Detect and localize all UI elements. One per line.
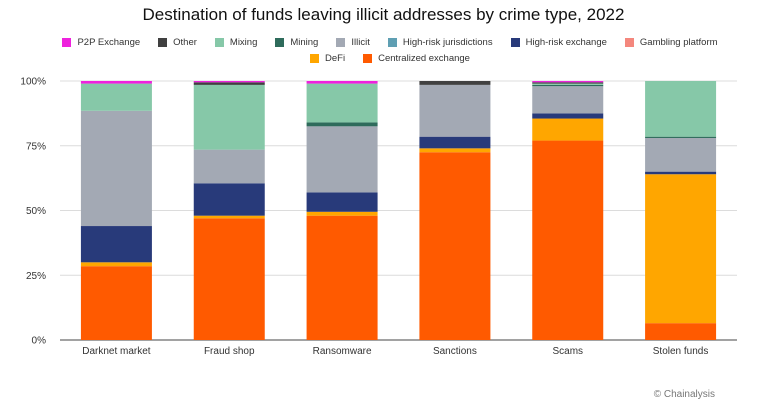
legend-swatch [336, 38, 346, 47]
bar-segment-illicit [193, 149, 265, 184]
legend-swatch [158, 38, 168, 47]
legend-item-other: Other [158, 37, 197, 48]
bar-segment-other [419, 81, 491, 85]
legend-label: Mixing [229, 37, 258, 48]
bar-segment-defi [419, 148, 491, 153]
legend-label: High-risk exchange [525, 37, 607, 48]
legend-item-centralized-exchange: Centralized exchange [363, 53, 470, 64]
chart-title: Destination of funds leaving illicit add… [142, 5, 625, 24]
x-tick-label: Darknet market [82, 346, 151, 357]
legend-item-high-risk-exchange: High-risk exchange [510, 37, 607, 48]
bar-segment-high-risk-exchange [419, 136, 491, 149]
legend-swatch [363, 54, 373, 63]
legend-swatch [62, 38, 72, 47]
legend-swatch [310, 54, 320, 63]
bar-segment-p2p-exchange [193, 81, 265, 83]
bar-segment-defi [193, 215, 265, 219]
bar-segment-p2p-exchange [532, 81, 604, 83]
bar-segment-centralized-exchange [306, 215, 378, 340]
bar-segment-high-risk-exchange [306, 192, 378, 212]
y-tick-label: 100% [20, 77, 46, 88]
x-tick-label: Sanctions [433, 346, 477, 357]
bar-segment-mixing [645, 81, 717, 137]
bar-segment-illicit [645, 137, 717, 172]
bar-segment-mixing [306, 83, 378, 123]
chart-legend: P2P Exchange Other Mixing Mining Illicit High… [40, 37, 740, 64]
legend-swatch [624, 38, 634, 47]
bar-segment-illicit [306, 126, 378, 193]
legend-label: Centralized exchange [378, 53, 470, 64]
bar-segment-defi [645, 174, 717, 324]
x-tick-label: Scams [552, 346, 583, 357]
legend-swatch [275, 38, 285, 47]
legend-label: P2P Exchange [77, 37, 141, 48]
bar-segment-high-risk-exchange [532, 113, 604, 119]
legend-label: Gambling platform [639, 37, 718, 48]
bar-segment-defi [532, 118, 604, 141]
legend-item-p2p-exchange: P2P Exchange [62, 37, 140, 48]
bar-segment-other [193, 82, 265, 85]
bar-segment-mining [645, 136, 717, 138]
x-tick-label: Fraud shop [204, 346, 255, 357]
bar-segment-illicit [532, 86, 604, 114]
bar-segment-mixing [532, 83, 604, 85]
bar-segment-centralized-exchange [80, 266, 152, 340]
legend-label: Mining [290, 37, 319, 48]
bar-segment-illicit [419, 84, 491, 137]
x-tick-label: Ransomware [313, 346, 372, 357]
bar-segment-defi [306, 211, 378, 216]
bar-segment-high-risk-exchange [80, 226, 152, 263]
legend-item-defi: DeFi [310, 53, 345, 64]
bar-segment-centralized-exchange [419, 152, 491, 340]
legend-label: Illicit [351, 37, 370, 48]
bar-segment-mining [306, 122, 378, 127]
x-tick-label: Stolen funds [653, 346, 709, 357]
legend-item-high-risk-jurisdictions: High-risk jurisdictions [387, 37, 493, 48]
legend-item-gambling-platform: Gambling platform [624, 37, 718, 48]
legend-label: High-risk jurisdictions [402, 37, 493, 48]
legend-swatch [214, 38, 224, 47]
legend-item-mining: Mining [275, 37, 318, 48]
bar-segment-centralized-exchange [193, 218, 265, 340]
bar-segment-centralized-exchange [645, 323, 717, 340]
source-credit: © Chainalysis [653, 389, 715, 400]
bar-segment-illicit [80, 110, 152, 227]
bar-segment-p2p-exchange [80, 81, 152, 84]
bar-segment-mining [532, 84, 604, 87]
y-tick-label: 75% [26, 141, 46, 152]
legend-label: DeFi [325, 53, 346, 64]
legend-swatch [387, 38, 397, 47]
y-tick-label: 25% [26, 271, 46, 282]
y-tick-label: 0% [32, 336, 47, 347]
bar-segment-high-risk-exchange [193, 183, 265, 216]
legend-label: Other [173, 37, 197, 48]
legend-swatch [510, 38, 520, 47]
bar-segment-defi [80, 262, 152, 267]
bar-segment-mixing [80, 83, 152, 111]
bar-segment-high-risk-exchange [645, 171, 717, 175]
bar-segment-p2p-exchange [306, 81, 378, 84]
y-tick-label: 50% [26, 206, 46, 217]
bar-segment-mixing [193, 84, 265, 150]
bar-segment-centralized-exchange [532, 140, 604, 340]
legend-item-illicit: Illicit [336, 37, 370, 48]
bar-segment-other [532, 82, 604, 84]
legend-item-mixing: Mixing [214, 37, 258, 48]
